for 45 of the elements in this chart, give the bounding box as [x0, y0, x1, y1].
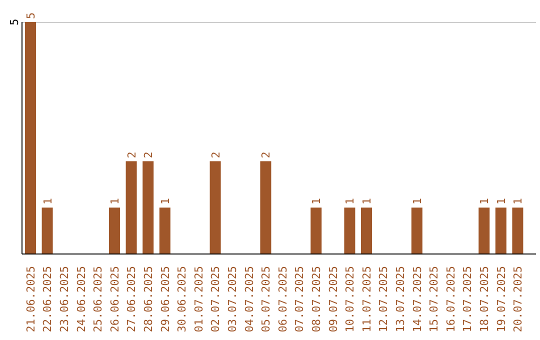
x-tick-label: 10.07.2025 [344, 266, 357, 332]
data-label: 2 [209, 152, 222, 158]
x-tick-label: 27.06.2025 [125, 266, 138, 332]
x-tick-label: 30.06.2025 [176, 266, 189, 332]
x-tick-label: 09.07.2025 [326, 266, 340, 332]
data-label: 1 [410, 198, 424, 205]
x-tick-label: 23.06.2025 [58, 266, 71, 332]
x-tick-label: 19.07.2025 [494, 266, 508, 332]
x-tick-label: 13.07.2025 [394, 266, 407, 332]
data-label: 2 [142, 152, 156, 158]
x-tick-label: 11.07.2025 [360, 266, 374, 332]
x-tick-label: 18.07.2025 [478, 266, 491, 332]
x-tick-label: 06.07.2025 [276, 266, 290, 332]
data-label: 1 [494, 198, 508, 205]
data-label: 2 [260, 152, 273, 158]
x-tick-label: 25.06.2025 [92, 266, 105, 332]
x-tick-label: 07.07.2025 [293, 266, 306, 332]
x-tick-label: 05.07.2025 [260, 266, 273, 332]
data-label: 1 [108, 198, 122, 205]
data-label: 1 [478, 198, 492, 205]
data-label: 1 [360, 198, 374, 205]
x-tick-label: 12.07.2025 [377, 266, 390, 332]
x-tick-label: 21.06.2025 [24, 266, 38, 332]
x-tick-label: 01.07.2025 [192, 266, 206, 332]
x-tick-label: 14.07.2025 [410, 266, 424, 332]
x-tick-label: 26.06.2025 [108, 266, 122, 332]
x-tick-label: 03.07.2025 [226, 266, 239, 332]
x-tick-label: 17.07.2025 [461, 266, 474, 332]
x-tick-label: 28.06.2025 [142, 266, 155, 332]
x-tick-label: 20.07.2025 [512, 266, 525, 332]
x-tick-label: 15.07.2025 [428, 266, 441, 332]
x-tick-label: 24.06.2025 [74, 266, 88, 332]
x-tick-label: 16.07.2025 [444, 266, 458, 332]
x-tick-label: 02.07.2025 [209, 266, 222, 332]
data-label: 1 [512, 198, 525, 205]
x-tick-label: 08.07.2025 [310, 266, 323, 332]
x-tick-label: 29.06.2025 [158, 266, 172, 332]
x-tick-label: 22.06.2025 [41, 266, 54, 332]
data-label: 2 [125, 152, 138, 158]
data-label: 1 [310, 198, 324, 205]
data-label: 5 [24, 12, 38, 19]
x-tick-label: 04.07.2025 [242, 266, 256, 332]
data-label: 1 [158, 198, 172, 205]
data-label: 1 [344, 198, 357, 205]
data-label: 1 [41, 198, 54, 205]
